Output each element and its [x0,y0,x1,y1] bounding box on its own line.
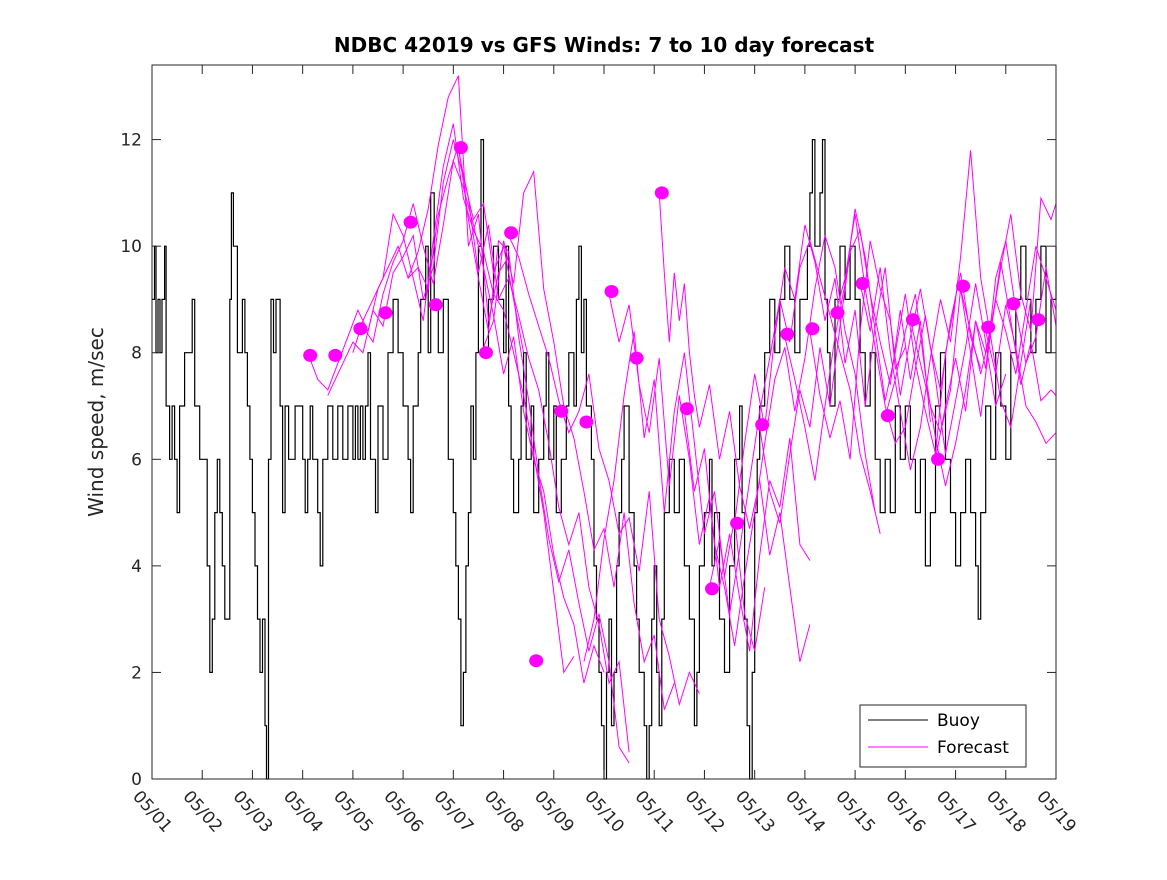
forecast-marker-0 [303,348,318,362]
forecast-marker-24 [905,313,920,327]
forecast-run-line-17 [834,214,1007,455]
y-tick-label-6: 12 [120,131,142,151]
forecast-run-line-11 [683,235,876,646]
forecast-series-layer [307,75,1057,764]
forecast-marker-25 [931,452,945,466]
forecast-run-line-15 [784,208,957,481]
y-tick-label-3: 6 [131,450,142,470]
forecast-run-line-14 [759,228,931,524]
forecast-marker-27 [981,320,996,334]
forecast-run-line-16 [809,240,982,460]
forecast-marker-16 [705,582,719,596]
y-tick-label-4: 8 [131,344,142,364]
y-tick-label-2: 4 [131,557,142,577]
forecast-run-line-23 [985,304,1057,445]
forecast-marker-11 [579,415,594,429]
forecast-marker-26 [956,279,971,293]
forecast-run-line-4 [407,144,630,764]
forecast-marker-6 [453,141,468,155]
forecast-marker-1 [328,348,343,362]
forecast-marker-7 [479,346,493,360]
forecast-run-line-7 [508,235,700,707]
y-tick-label-5: 10 [120,237,142,257]
forecast-run-line-12 [709,239,881,614]
forecast-marker-5 [428,298,443,312]
forecast-run-line-5 [457,150,630,753]
forecast-marker-17 [730,516,745,530]
forecast-run-line-2 [352,123,575,674]
forecast-run-line-18 [859,150,1032,471]
forecast-run-line-3 [362,158,605,684]
forecast-marker-2 [353,322,368,336]
forecast-marker-3 [378,306,393,320]
forecast-marker-19 [780,327,795,341]
y-tick-label-1: 2 [131,663,142,683]
forecast-run-line-20 [909,196,1057,435]
chart-title: NDBC 42019 vs GFS Winds: 7 to 10 day for… [334,33,875,57]
forecast-marker-20 [805,322,820,336]
forecast-run-line-22 [960,262,1057,402]
forecast-marker-9 [529,654,544,668]
y-axis-ticks: 0 2 4 6 8 10 12 [120,131,1056,790]
forecast-marker-14 [654,186,669,200]
forecast-marker-29 [1031,313,1046,327]
buoy-line [152,139,1057,780]
forecast-marker-10 [554,404,569,418]
forecast-marker-23 [880,409,895,423]
forecast-marker-15 [679,402,694,416]
forecast-marker-12 [604,285,619,298]
forecast-marker-22 [855,277,870,290]
forecast-run-line-10 [658,192,811,662]
forecast-marker-28 [1006,297,1021,311]
forecast-marker-layer [303,141,1046,668]
forecast-marker-18 [755,418,770,432]
forecast-marker-8 [504,226,519,240]
y-tick-label-0: 0 [131,770,142,790]
legend-box [859,704,1027,768]
forecast-marker-4 [403,215,418,229]
forecast-run-line-6 [483,169,675,710]
legend-label-forecast: Forecast [937,738,1009,758]
legend: Buoy Forecast [859,704,1027,768]
buoy-series-layer [152,139,1057,780]
forecast-marker-13 [629,351,644,365]
forecast-marker-21 [830,306,845,320]
legend-label-buoy: Buoy [937,711,980,731]
y-axis-label: Wind speed, m/sec [84,327,108,517]
